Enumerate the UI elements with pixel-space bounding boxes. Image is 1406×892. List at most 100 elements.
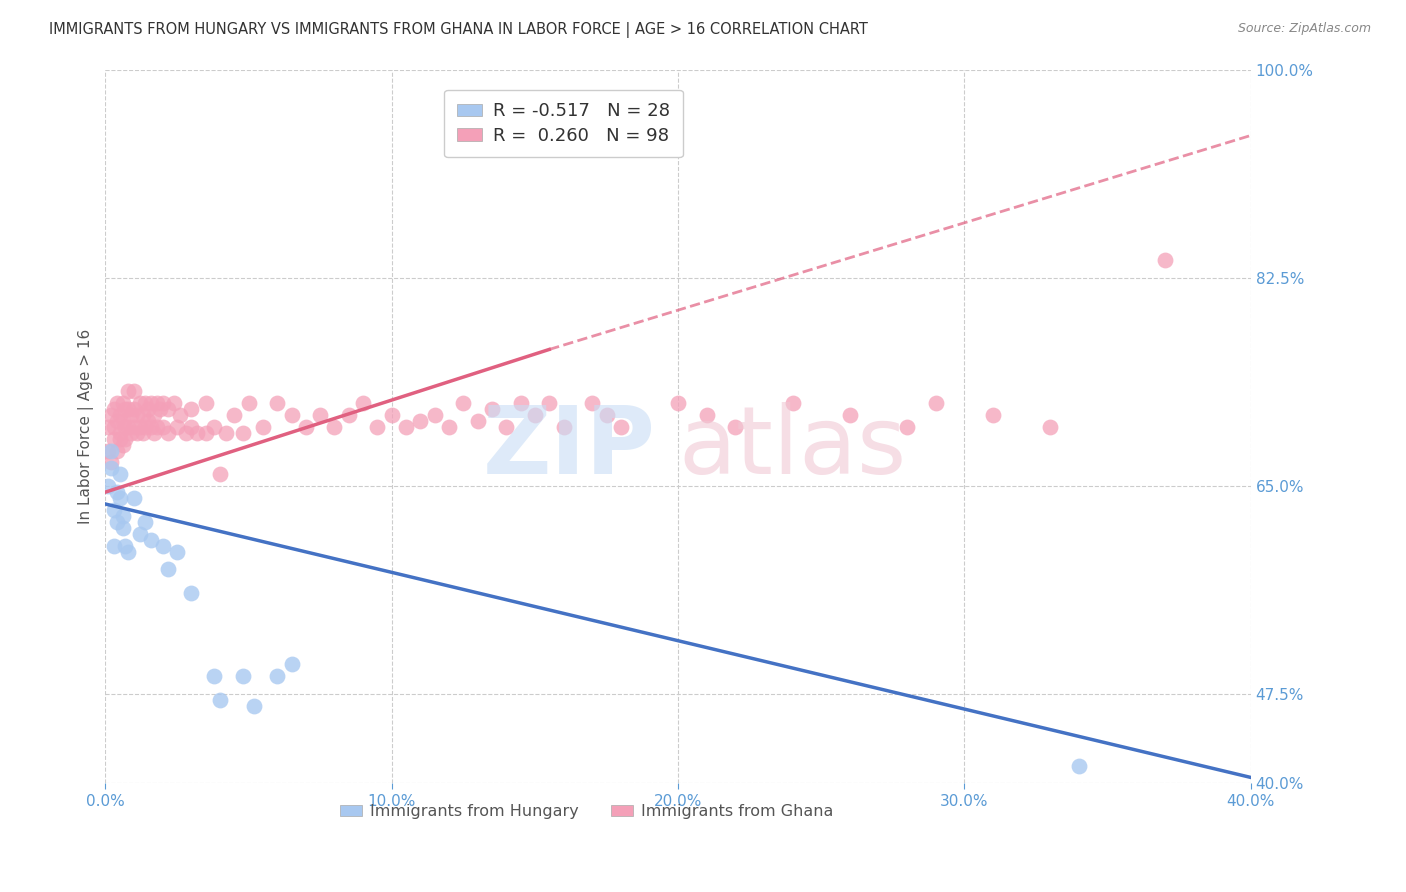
Point — [366, 419, 388, 434]
Text: ZIP: ZIP — [482, 402, 655, 494]
Point — [149, 401, 172, 416]
Text: IMMIGRANTS FROM HUNGARY VS IMMIGRANTS FROM GHANA IN LABOR FORCE | AGE > 16 CORRE: IMMIGRANTS FROM HUNGARY VS IMMIGRANTS FR… — [49, 22, 868, 38]
Point — [224, 408, 246, 422]
Point — [134, 419, 156, 434]
Point — [152, 396, 174, 410]
Point — [352, 396, 374, 410]
Point — [280, 408, 302, 422]
Point — [146, 396, 169, 410]
Point — [128, 396, 150, 410]
Point — [125, 425, 148, 440]
Point — [122, 491, 145, 505]
Point — [103, 539, 125, 553]
Point — [169, 408, 191, 422]
Point — [122, 401, 145, 416]
Point — [981, 408, 1004, 422]
Point — [97, 443, 120, 458]
Point — [152, 539, 174, 553]
Point — [481, 401, 503, 416]
Point — [103, 503, 125, 517]
Point — [1154, 253, 1177, 268]
Point — [696, 408, 718, 422]
Point — [202, 419, 225, 434]
Point — [108, 467, 131, 482]
Point — [232, 669, 254, 683]
Point — [143, 408, 166, 422]
Point — [114, 432, 136, 446]
Point — [100, 408, 122, 422]
Point — [157, 562, 180, 576]
Point — [122, 419, 145, 434]
Point — [128, 526, 150, 541]
Point — [581, 396, 603, 410]
Point — [108, 425, 131, 440]
Point — [838, 408, 860, 422]
Point — [266, 669, 288, 683]
Point — [100, 461, 122, 475]
Point — [103, 401, 125, 416]
Point — [437, 419, 460, 434]
Point — [105, 414, 128, 428]
Point — [538, 396, 561, 410]
Point — [114, 539, 136, 553]
Legend: Immigrants from Hungary, Immigrants from Ghana: Immigrants from Hungary, Immigrants from… — [333, 797, 839, 825]
Point — [1039, 419, 1062, 434]
Point — [163, 396, 186, 410]
Point — [111, 521, 134, 535]
Point — [117, 419, 139, 434]
Point — [146, 419, 169, 434]
Point — [117, 544, 139, 558]
Y-axis label: In Labor Force | Age > 16: In Labor Force | Age > 16 — [79, 329, 94, 524]
Point — [103, 419, 125, 434]
Point — [111, 508, 134, 523]
Point — [280, 657, 302, 672]
Point — [166, 419, 188, 434]
Point — [610, 419, 633, 434]
Point — [114, 419, 136, 434]
Point — [180, 401, 202, 416]
Point — [523, 408, 546, 422]
Point — [152, 419, 174, 434]
Point — [1067, 758, 1090, 772]
Point — [553, 419, 575, 434]
Point — [97, 479, 120, 493]
Point — [194, 396, 217, 410]
Point — [131, 408, 153, 422]
Point — [174, 425, 197, 440]
Point — [157, 425, 180, 440]
Point — [128, 419, 150, 434]
Point — [381, 408, 404, 422]
Point — [238, 396, 260, 410]
Point — [309, 408, 332, 422]
Point — [108, 432, 131, 446]
Point — [180, 586, 202, 600]
Point — [111, 437, 134, 451]
Point — [120, 408, 142, 422]
Point — [243, 699, 266, 714]
Point — [896, 419, 918, 434]
Point — [117, 401, 139, 416]
Point — [467, 414, 489, 428]
Point — [453, 396, 475, 410]
Point — [103, 432, 125, 446]
Point — [108, 408, 131, 422]
Point — [108, 491, 131, 505]
Point — [131, 425, 153, 440]
Point — [509, 396, 531, 410]
Point — [105, 485, 128, 500]
Point — [138, 414, 160, 428]
Point — [595, 408, 617, 422]
Point — [138, 401, 160, 416]
Point — [134, 396, 156, 410]
Point — [202, 669, 225, 683]
Point — [120, 425, 142, 440]
Text: Source: ZipAtlas.com: Source: ZipAtlas.com — [1237, 22, 1371, 36]
Point — [925, 396, 948, 410]
Point — [117, 384, 139, 398]
Point — [157, 401, 180, 416]
Point — [141, 396, 163, 410]
Point — [186, 425, 208, 440]
Point — [323, 419, 346, 434]
Point — [724, 419, 747, 434]
Point — [252, 419, 274, 434]
